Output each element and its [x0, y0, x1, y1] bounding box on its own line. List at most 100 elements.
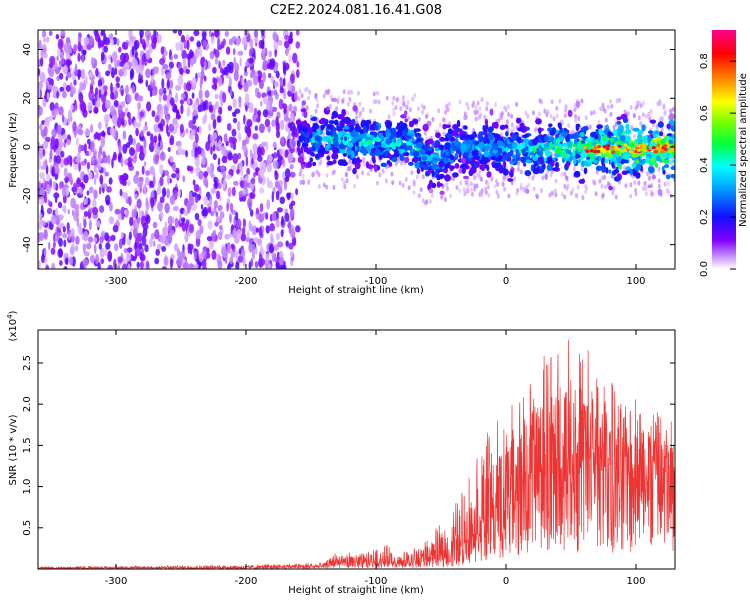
halo-cell [444, 109, 448, 115]
band-cell [481, 157, 489, 165]
noise-cell [52, 241, 56, 249]
band-cell [348, 125, 355, 133]
noise-cell [248, 261, 252, 269]
noise-cell [223, 178, 226, 189]
noise-cell [180, 34, 186, 43]
band-cell [626, 135, 631, 142]
noise-cell [295, 188, 299, 196]
noise-cell [83, 263, 87, 269]
noise-cell [132, 58, 138, 70]
halo-cell [478, 173, 481, 179]
spectrogram-ylabel: Frequency (Hz) [8, 112, 19, 188]
noise-cell [143, 260, 147, 268]
band-cell [607, 131, 613, 136]
noise-cell [58, 106, 64, 116]
noise-cell [245, 156, 249, 167]
halo-cell [658, 101, 662, 107]
noise-cell [185, 219, 189, 228]
noise-cell [214, 221, 219, 227]
noise-cell [143, 138, 147, 149]
noise-cell [155, 248, 160, 256]
noise-cell [242, 256, 246, 268]
halo-cell [565, 186, 569, 192]
band-cell [498, 167, 504, 174]
band-cell [572, 149, 576, 156]
band-cell [576, 143, 583, 150]
band-cell [403, 110, 408, 116]
noise-cell [240, 180, 245, 189]
noise-cell [156, 186, 162, 195]
noise-cell [108, 63, 112, 74]
noise-cell [90, 156, 95, 165]
noise-cell [210, 146, 213, 155]
noise-cell [88, 36, 94, 46]
halo-cell [298, 171, 302, 177]
halo-cell [465, 101, 469, 107]
halo-cell [378, 172, 382, 178]
noise-cell [38, 159, 41, 170]
noise-cell [258, 226, 263, 237]
noise-cell [99, 205, 105, 214]
halo-cell [445, 182, 449, 187]
noise-cell [142, 125, 146, 134]
noise-cell [247, 127, 252, 138]
y-tick-label: 1.0 [22, 479, 33, 495]
halo-cell [474, 104, 478, 110]
band-cell [547, 156, 553, 164]
halo-cell [469, 187, 473, 193]
band-cell [573, 157, 577, 165]
halo-cell [395, 97, 399, 103]
noise-cell [127, 263, 131, 269]
noise-cell [129, 216, 134, 227]
band-cell [309, 157, 313, 163]
noise-cell [94, 148, 97, 158]
noise-cell [76, 177, 82, 188]
noise-cell [246, 119, 253, 128]
halo-cell [526, 113, 530, 119]
band-cell [525, 188, 530, 194]
noise-cell [173, 53, 178, 60]
noise-cell [180, 149, 187, 156]
noise-cell [236, 228, 242, 239]
noise-cell [252, 75, 259, 86]
noise-cell [41, 44, 47, 55]
noise-cell [226, 123, 232, 131]
noise-cell [193, 184, 200, 193]
noise-cell [229, 202, 234, 213]
band-cell [463, 125, 468, 130]
band-cell [616, 149, 621, 156]
halo-cell [603, 174, 606, 180]
halo-cell [325, 172, 329, 178]
band-cell [505, 131, 509, 137]
band-cell [499, 124, 506, 130]
band-cell [641, 124, 646, 132]
band-cell [421, 155, 428, 161]
halo-cell [558, 98, 562, 104]
noise-cell [243, 71, 249, 77]
band-cell [300, 136, 304, 142]
halo-cell [417, 116, 421, 122]
band-cell [580, 160, 585, 168]
noise-cell [111, 157, 114, 169]
halo-cell [397, 158, 401, 164]
band-cell [509, 169, 514, 178]
halo-cell [398, 180, 402, 186]
halo-cell [346, 101, 350, 107]
noise-cell [268, 243, 274, 254]
band-cell [558, 122, 562, 130]
noise-cell [101, 94, 105, 102]
band-cell [574, 138, 578, 145]
halo-cell [421, 109, 424, 115]
band-cell [456, 127, 461, 132]
noise-cell [172, 205, 179, 212]
noise-cell [46, 184, 51, 195]
band-cell [301, 127, 309, 132]
noise-cell [248, 48, 253, 57]
noise-cell [64, 257, 69, 265]
noise-cell [288, 103, 293, 112]
halo-cell [663, 109, 667, 115]
halo-cell [404, 177, 408, 182]
halo-cell [503, 175, 506, 180]
band-cell [555, 147, 562, 154]
band-cell [464, 135, 468, 140]
